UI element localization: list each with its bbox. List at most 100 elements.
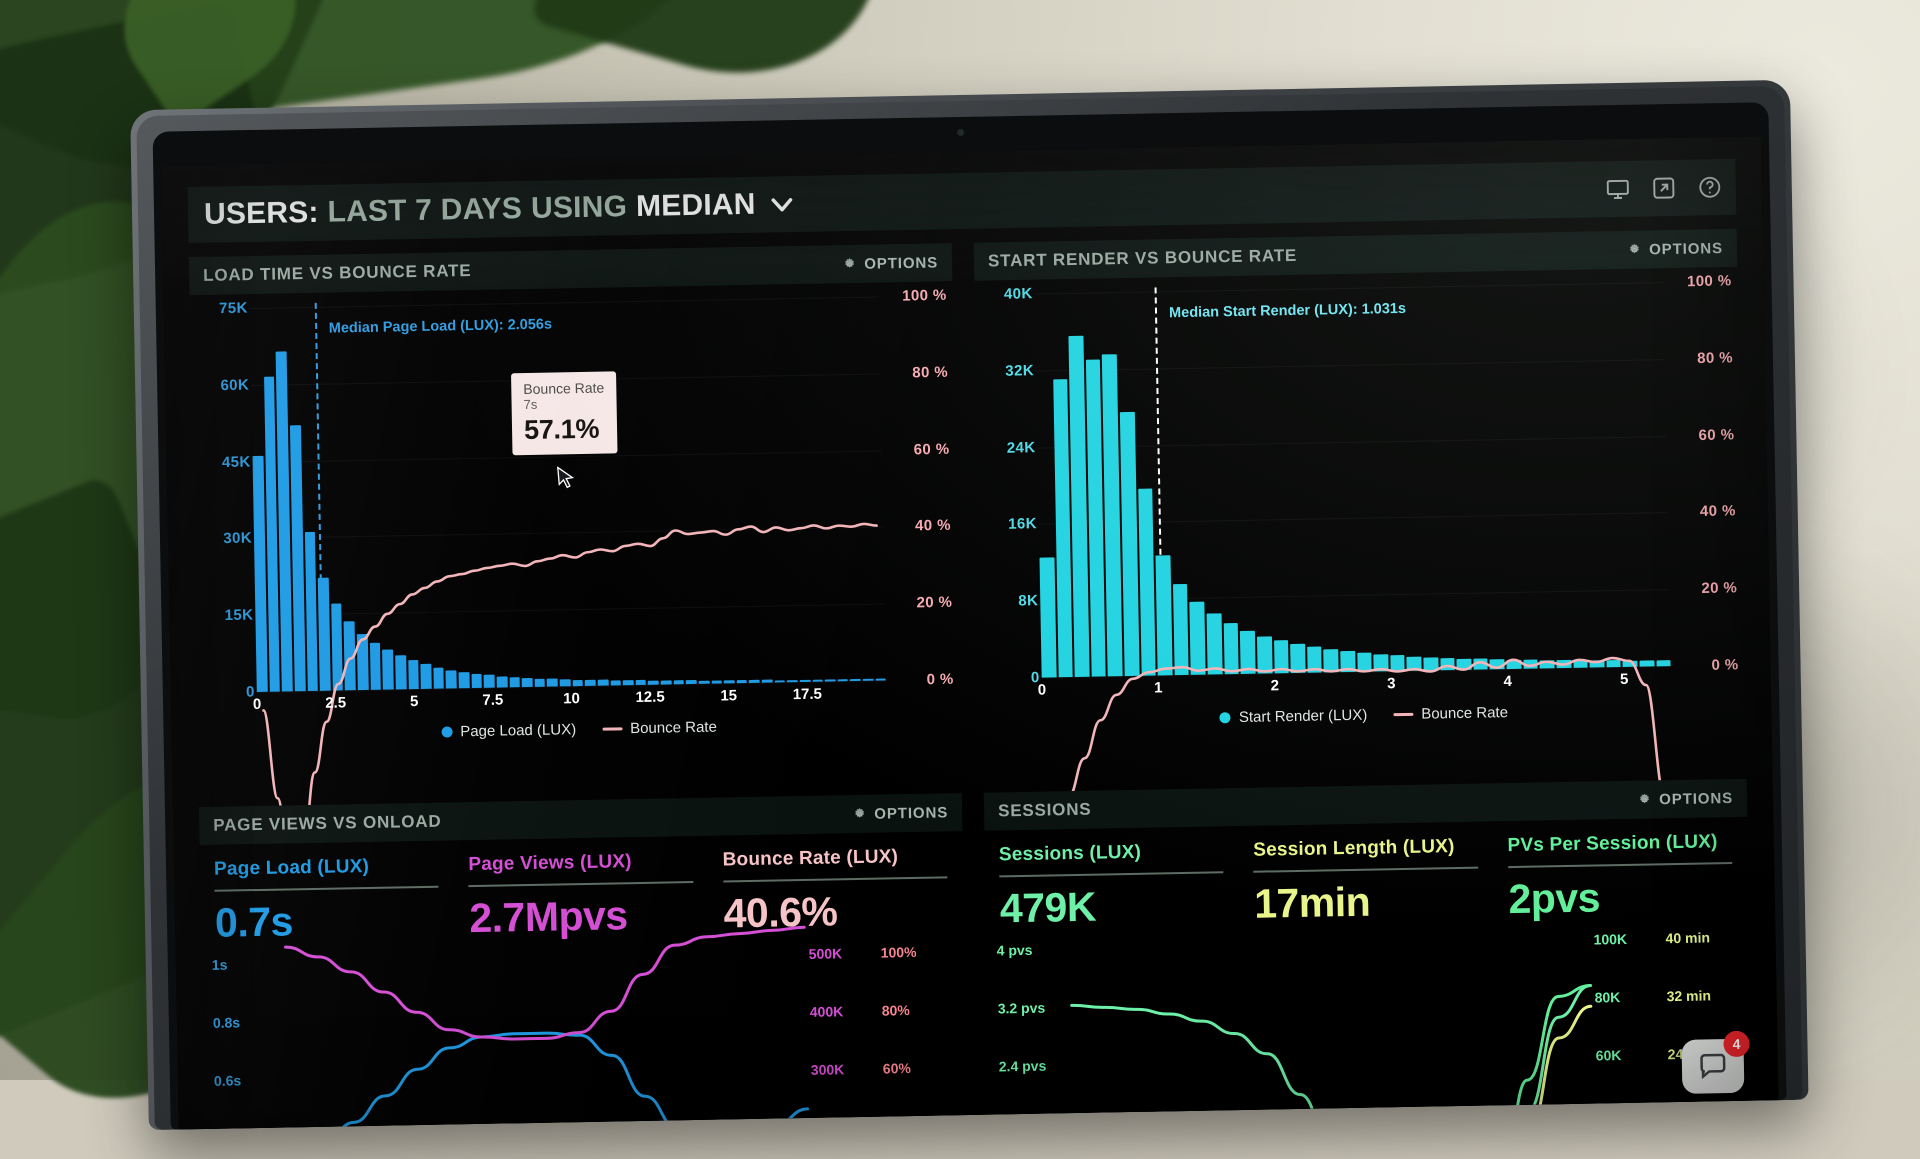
metric-card[interactable]: Bounce Rate (LUX)40.6% [708,845,964,938]
metric-value: 479K [999,881,1224,932]
gear-icon [1627,242,1642,257]
photo-background: USERS: LAST 7 DAYS USING MEDIAN [0,0,1920,1080]
x-axis-tick: 17.5 [793,686,823,704]
metric-card[interactable]: Session Length (LUX)17min [1239,835,1495,928]
spark-series [1071,934,1599,1130]
options-button[interactable]: OPTIONS [852,804,948,823]
metric-divider [723,876,947,882]
axis-tick: 60K [220,376,249,394]
x-axis-tick: 2.5 [325,694,346,711]
metric-card[interactable]: PVs Per Session (LUX)2pvs [1493,831,1749,924]
axis-tick: 100 % [1687,272,1732,290]
spark-line [1072,985,1597,1129]
metric-value: 17min [1254,877,1479,928]
spark-tick-right-b: 32 min [1666,987,1711,1004]
legend-item[interactable]: Bounce Rate [602,719,717,738]
screen-bezel: USERS: LAST 7 DAYS USING MEDIAN [153,102,1787,1129]
legend-item[interactable]: Bounce Rate [1393,704,1508,723]
metric-divider [469,881,693,887]
title-users: USERS: [204,196,319,232]
metric-value: 0.7s [215,896,440,947]
x-axis-tick: 3 [1387,675,1396,692]
page-title[interactable]: USERS: LAST 7 DAYS USING MEDIAN [204,187,795,232]
laptop-device: USERS: LAST 7 DAYS USING MEDIAN [130,80,1808,1130]
options-label: OPTIONS [874,804,948,822]
axis-tick: 24K [1007,439,1036,457]
axis-tick: 45K [222,453,251,471]
spark-tick-right-a: 60K [1596,1047,1622,1063]
analytics-dashboard: USERS: LAST 7 DAYS USING MEDIAN [161,136,1778,1129]
legend-dot-icon [441,726,452,737]
panel-page-views-vs-onload: PAGE VIEWS VS ONLOAD OPTIONS Page Load (… [199,793,968,1129]
spark-tick-right-a: 400K [810,1003,844,1020]
metric-value: 2.7Mpvs [469,891,694,942]
spark-tick-right-a: 80K [1594,989,1620,1005]
gear-icon [1637,792,1652,807]
axis-tick: 8K [1018,592,1038,609]
options-button[interactable]: OPTIONS [1637,789,1733,808]
metric-value: 40.6% [723,886,948,937]
panel-title: START RENDER VS BOUNCE RATE [988,246,1297,272]
help-icon[interactable] [1698,175,1722,199]
y-axis-right: 0 %20 %40 %60 %80 %100 % [889,295,958,680]
spark-tick-left: 3.2 pvs [998,1000,1046,1017]
spark-axis-left: 4 pvs 3.2 pvs 2.4 pvs [996,937,1072,1129]
metric-card[interactable]: Page Load (LUX) 0.7s [200,854,456,947]
x-axis-tick: 15 [720,687,737,704]
spark-tick-left: 0.8s [213,1014,241,1030]
spark-tick-left: 1s [212,957,228,973]
chart-tooltip: Bounce Rate 7s 57.1% [511,371,617,455]
panel-title: PAGE VIEWS VS ONLOAD [213,812,442,836]
options-button[interactable]: OPTIONS [1627,240,1723,259]
header-icon-group [1606,175,1722,201]
legend-item[interactable]: Page Load (LUX) [441,721,576,740]
options-label: OPTIONS [1659,789,1733,807]
tooltip-value: 57.1% [524,414,606,446]
spark-plot-area [286,948,808,1129]
spark-tick-left: 4 pvs [997,942,1033,959]
plot-area: Median Page Load (LUX): 2.056s [250,297,886,692]
spark-tick-right-a: 300K [811,1061,845,1078]
chevron-down-icon[interactable] [768,191,794,217]
spark-line [287,1028,808,1129]
spark-tick-right-a: 500K [809,945,843,962]
share-icon[interactable] [1652,176,1676,200]
spark-line [1072,985,1599,1129]
metric-label: Page Load (LUX) [214,855,439,881]
x-axis-tick: 5 [410,693,419,710]
x-axis-tick: 0 [253,696,262,713]
axis-tick: 20 % [916,594,952,612]
axis-tick: 40K [1004,285,1033,303]
legend-label: Page Load (LUX) [460,721,576,740]
spark-tick-left: 2.4 pvs [999,1058,1047,1075]
axis-tick: 0 % [1711,656,1738,673]
spark-tick-right-b: 80% [882,1002,910,1019]
metric-value: 2pvs [1508,872,1733,923]
spark-line [1072,1006,1598,1129]
spark-line [285,927,806,1043]
spark-series [286,948,814,1129]
desktop-icon[interactable] [1606,177,1630,201]
dashboard-header: USERS: LAST 7 DAYS USING MEDIAN [188,159,1737,243]
metric-card[interactable]: Page Views (LUX) 2.7Mpvs [454,850,710,943]
legend-item[interactable]: Start Render (LUX) [1220,707,1368,727]
x-axis-tick: 10 [563,690,580,707]
axis-tick: 15K [225,607,254,625]
metric-card[interactable]: Sessions (LUX)479K [985,840,1241,933]
x-axis-tick: 5 [1620,671,1629,688]
x-axis-tick: 2 [1271,677,1280,694]
metric-label: Page Views (LUX) [468,850,693,876]
spark-tick-right-b: 60% [883,1060,911,1077]
options-button[interactable]: OPTIONS [842,254,938,273]
metric-divider [999,871,1223,877]
